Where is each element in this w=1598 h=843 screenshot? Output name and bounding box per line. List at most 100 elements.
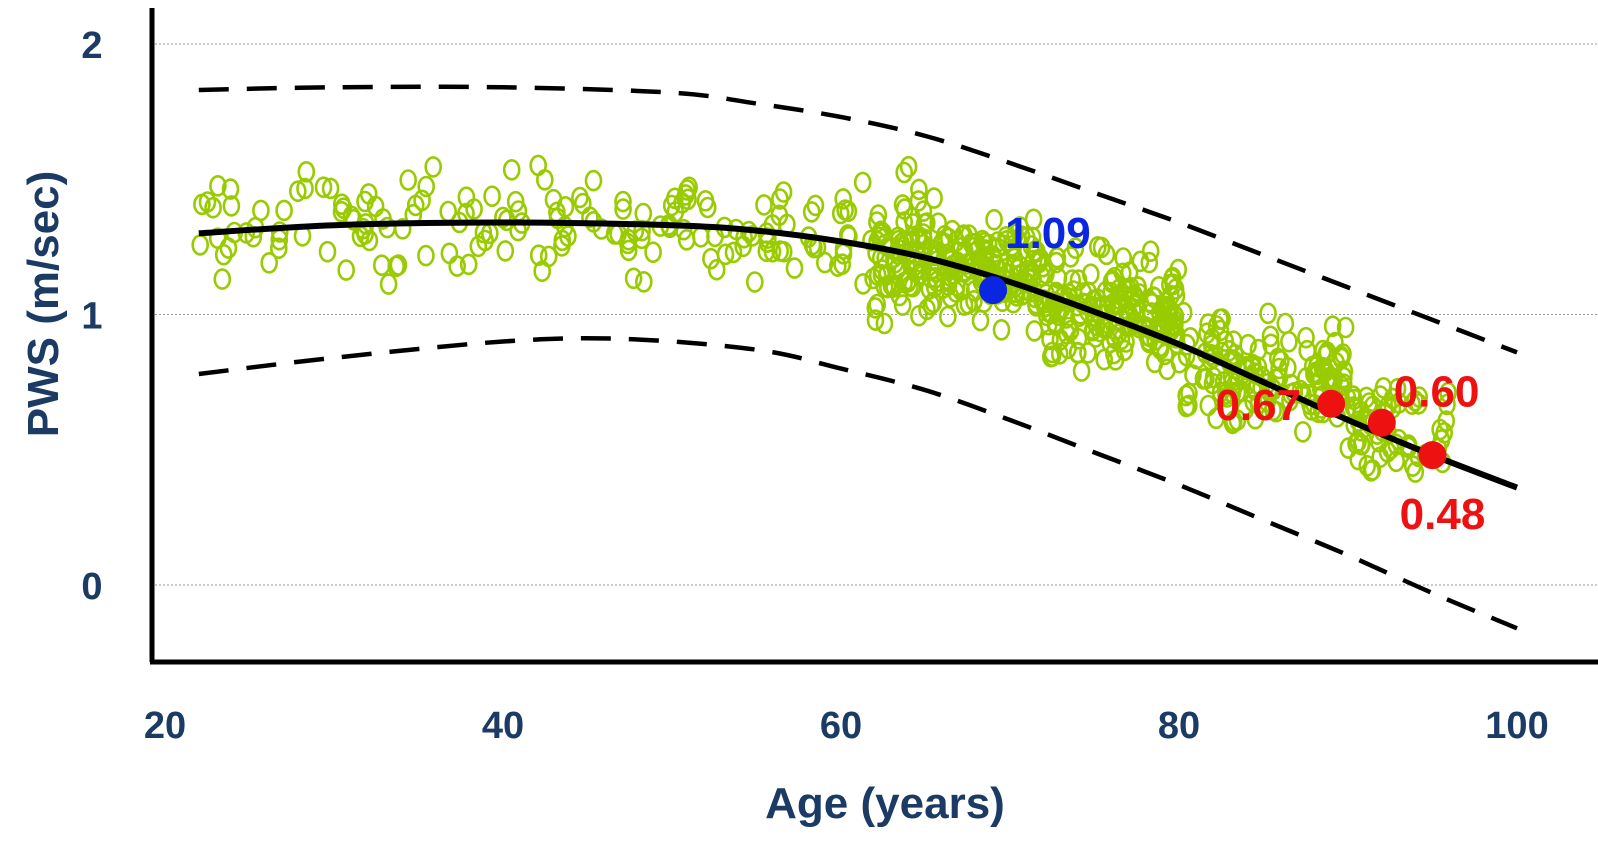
scatter-point xyxy=(755,194,773,216)
scatter-point xyxy=(676,184,695,206)
scatter-point xyxy=(624,267,643,290)
scatter-point xyxy=(873,259,891,281)
scatter-point xyxy=(1409,393,1428,415)
scatter-point xyxy=(1346,397,1364,420)
scatter-point xyxy=(836,199,854,221)
scatter-point xyxy=(1267,400,1285,423)
data-label: 0.67 xyxy=(1215,381,1301,430)
data-label: 1.09 xyxy=(1005,209,1091,258)
scatter-point xyxy=(1323,315,1342,338)
scatter-point xyxy=(1410,386,1428,408)
scatter-point xyxy=(571,186,589,209)
scatter-point xyxy=(1042,345,1060,368)
scatter-point xyxy=(378,216,397,239)
scatter-point xyxy=(757,240,776,262)
axes xyxy=(149,8,1598,665)
scatter-point xyxy=(544,188,563,211)
scatter-point xyxy=(985,208,1003,231)
scatter-point xyxy=(1150,275,1168,298)
scatter-point xyxy=(204,196,222,219)
scatter-point xyxy=(828,255,847,277)
scatter-point xyxy=(424,156,443,178)
scatter-point xyxy=(1213,308,1231,330)
scatter-point xyxy=(893,194,912,216)
scatter-point xyxy=(476,229,494,252)
highlight-point xyxy=(979,276,1008,305)
scatter-point xyxy=(260,251,279,274)
scatter-point xyxy=(929,212,948,234)
scatter-point xyxy=(535,169,554,191)
scatter-point xyxy=(1024,249,1043,272)
scatter-point xyxy=(213,268,232,290)
scatter-point xyxy=(1223,412,1242,435)
scatter-point xyxy=(1166,305,1185,328)
scatter-point xyxy=(1246,407,1265,430)
scatter-point xyxy=(1406,389,1424,412)
scatter-point xyxy=(1174,301,1193,324)
scatter-point xyxy=(1141,240,1160,262)
scatter-point xyxy=(483,185,501,207)
scatter-point xyxy=(321,177,340,200)
scatter-point xyxy=(707,258,726,281)
scatter-point xyxy=(1156,343,1174,366)
scatter-point xyxy=(802,201,821,223)
scatter-point xyxy=(1097,243,1116,266)
scatter-point xyxy=(922,293,941,316)
scatter-point xyxy=(854,273,872,295)
scatter-point xyxy=(1061,246,1080,268)
scatter-point xyxy=(1072,360,1091,382)
scatter-point xyxy=(502,159,521,181)
scatter-point xyxy=(417,175,436,198)
x-tick-label: 80 xyxy=(1158,705,1200,747)
scatter-point xyxy=(356,190,374,213)
scatter-point xyxy=(1049,267,1068,289)
scatter-point xyxy=(1316,344,1335,367)
scatter-point xyxy=(1249,393,1268,415)
x-tick-label: 60 xyxy=(820,705,862,747)
scatter-point xyxy=(1166,314,1184,336)
scatter-point xyxy=(614,198,632,220)
scatter-point xyxy=(634,270,653,293)
scatter-point xyxy=(496,240,515,262)
scatter-point xyxy=(1276,312,1295,335)
scatter-point xyxy=(529,244,548,266)
scatter-point xyxy=(973,229,992,252)
scatter-point xyxy=(724,241,743,264)
scatter-point xyxy=(868,230,886,253)
scatter-point xyxy=(1336,316,1355,339)
scatter-point xyxy=(1439,381,1457,404)
scatter-point xyxy=(1058,323,1076,345)
scatter-point xyxy=(1089,236,1107,258)
scatter-point xyxy=(1270,357,1288,380)
scatter-point xyxy=(1177,384,1195,407)
scatter-point xyxy=(1115,286,1133,309)
scatter-point xyxy=(1079,342,1097,364)
tick-labels: 20 40 60 80 100 0 1 2 xyxy=(81,25,1548,747)
highlighted-points: 1.09 0.67 0.60 0.48 xyxy=(979,209,1485,539)
scatter-point xyxy=(297,161,316,183)
scatter-point xyxy=(1239,333,1257,356)
scatter-point xyxy=(1406,461,1425,483)
scatter-point xyxy=(1105,266,1124,289)
scatter-point xyxy=(893,294,912,316)
scatter-point xyxy=(875,312,894,335)
scatter-point xyxy=(372,254,391,277)
scatter-point xyxy=(1120,261,1139,284)
scatter-point xyxy=(771,188,789,210)
scatter-point xyxy=(1363,459,1382,481)
x-tick-label: 20 xyxy=(144,705,186,747)
scatter-point xyxy=(440,242,459,265)
scatter-point xyxy=(332,200,351,223)
scatter-point xyxy=(1050,342,1069,365)
scatter-point xyxy=(1177,395,1196,418)
y-tick-label: 0 xyxy=(81,566,102,608)
scatter-point xyxy=(1039,313,1058,336)
scatter-point xyxy=(1261,325,1280,348)
scatter-point xyxy=(745,271,764,293)
scatter-points xyxy=(191,154,1457,483)
scatter-point xyxy=(1126,302,1145,325)
scatter-point xyxy=(1435,421,1453,444)
scatter-point xyxy=(1297,326,1315,349)
scatter-point xyxy=(1294,420,1312,443)
